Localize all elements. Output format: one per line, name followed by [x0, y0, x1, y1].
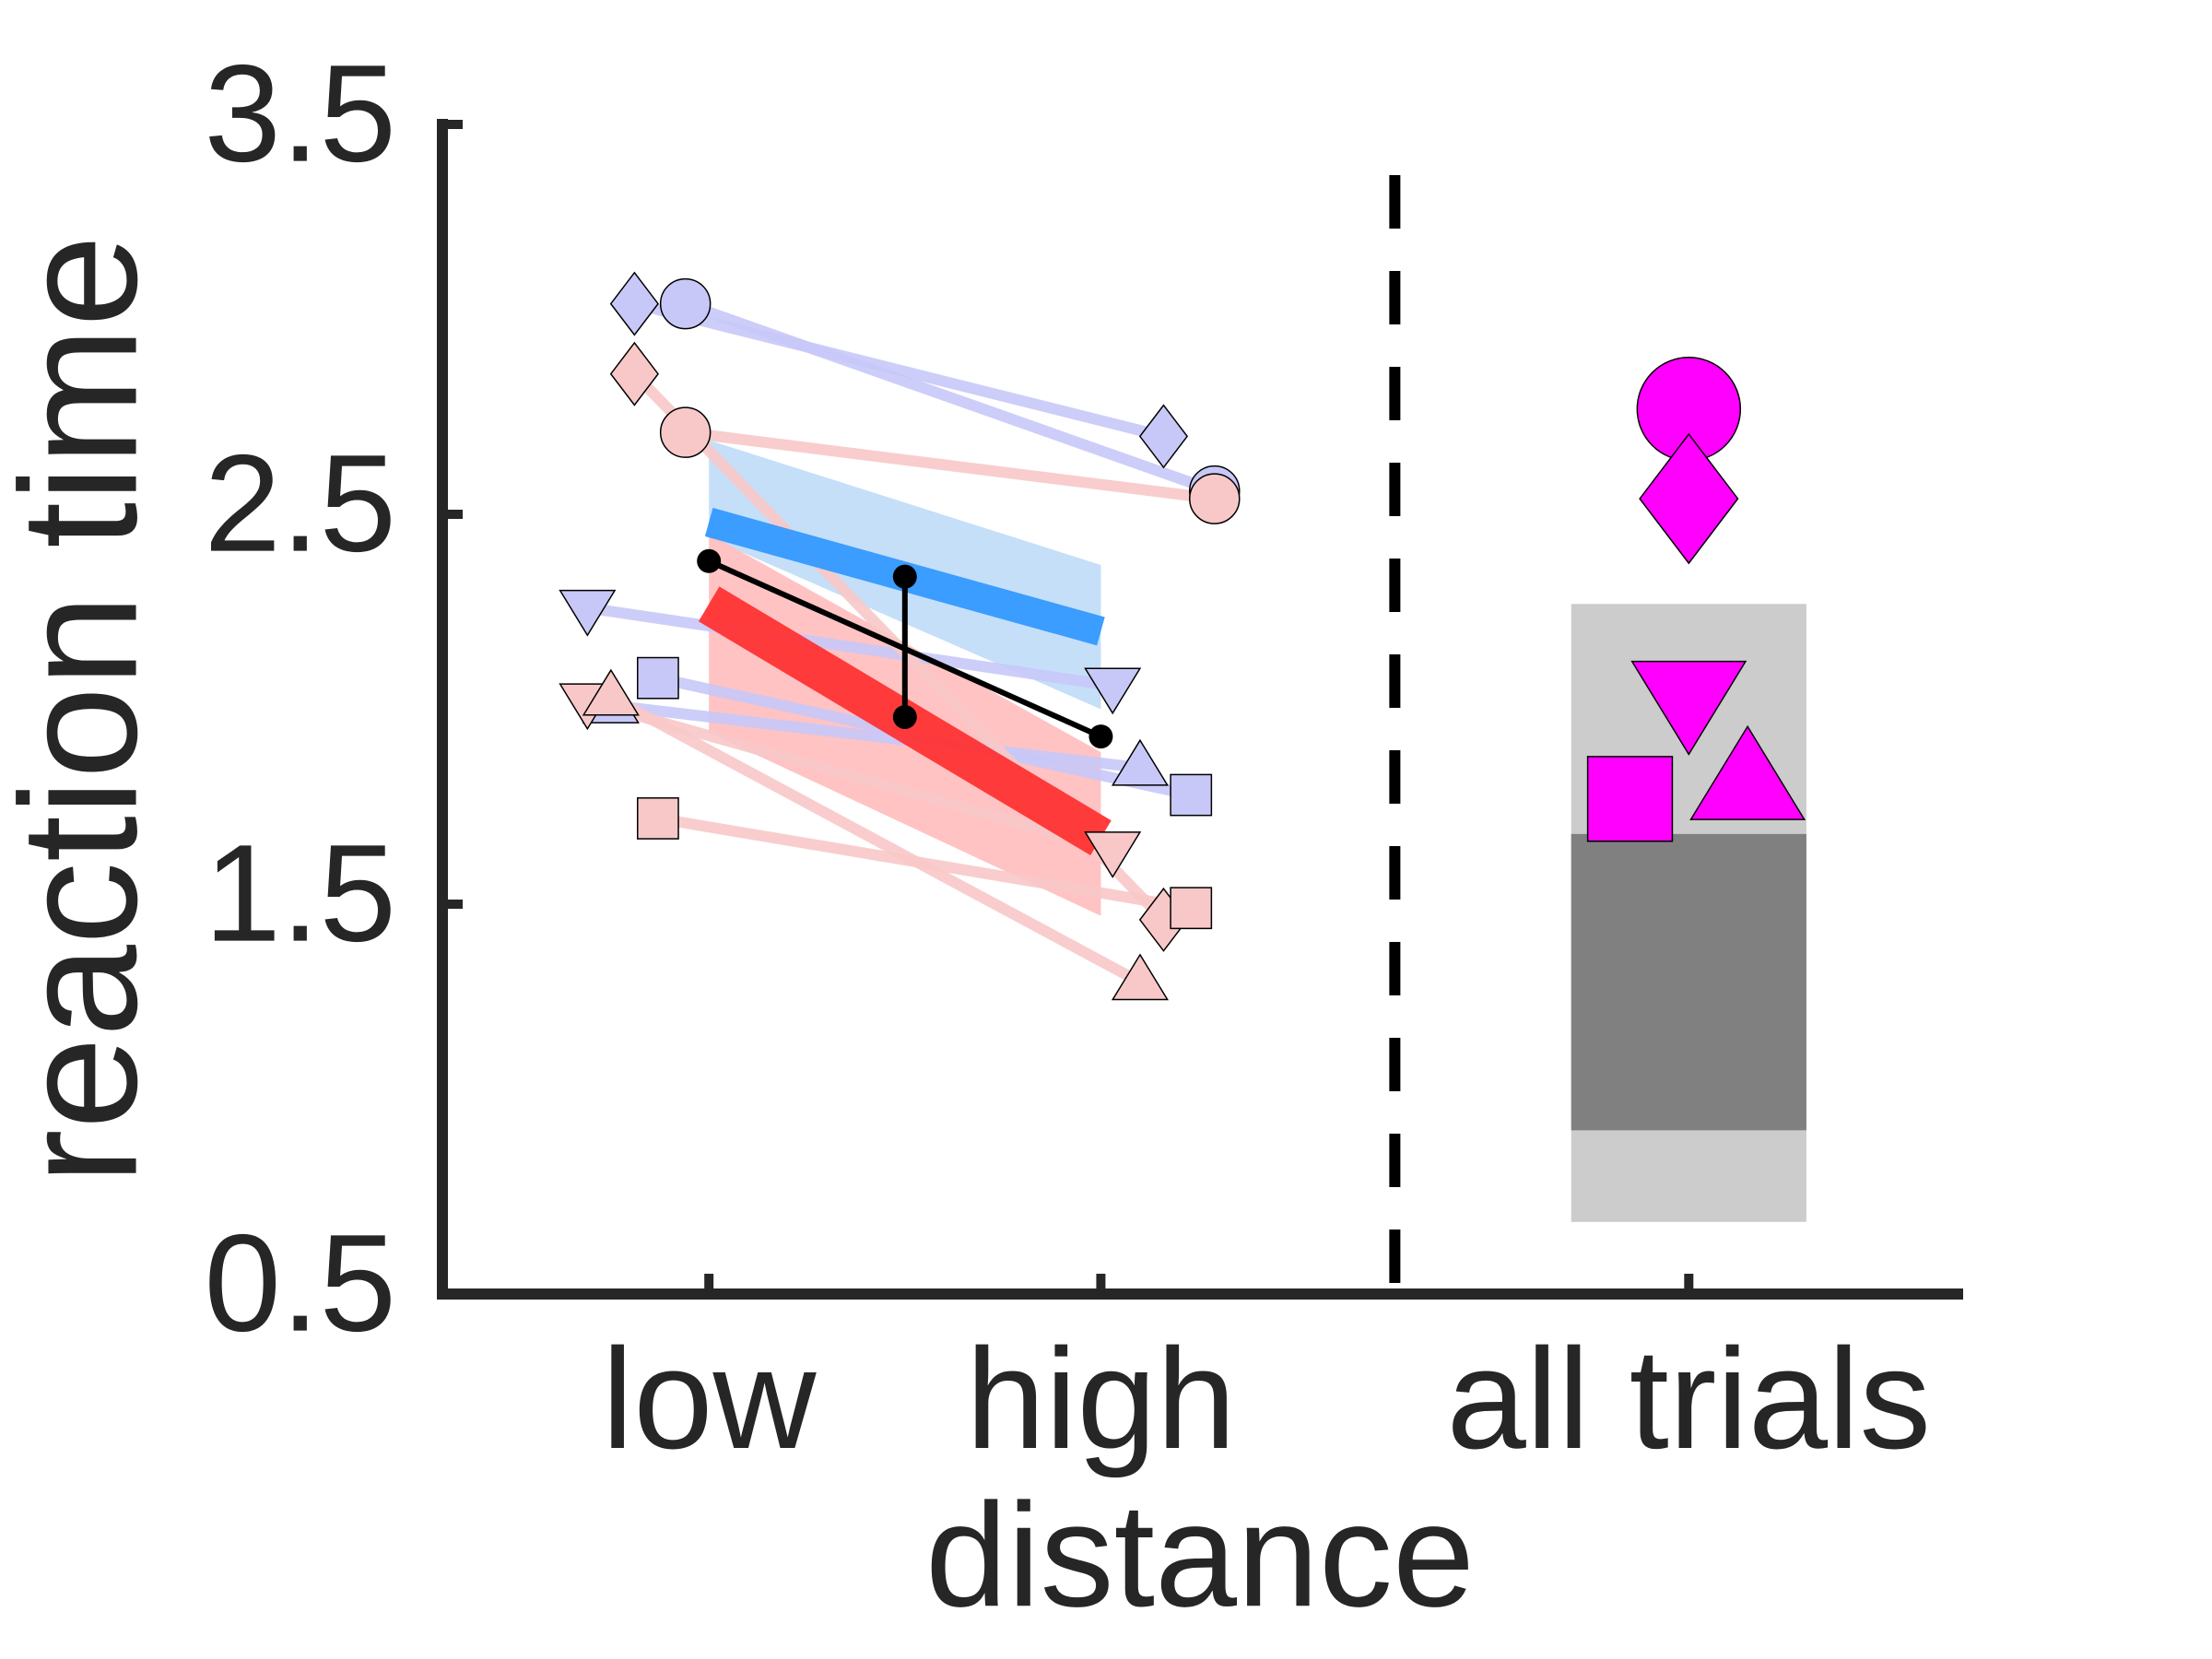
subject-marker — [1138, 404, 1189, 469]
x-tick-label: high — [966, 1319, 1236, 1478]
y-tick-label: 2.5 — [204, 426, 396, 581]
subject-line — [632, 298, 1165, 442]
subject-marker — [609, 341, 659, 406]
subject-marker — [637, 656, 679, 700]
summary-marker — [1689, 724, 1806, 820]
y-tick-label: 3.5 — [204, 36, 396, 191]
error-bar-cap — [892, 564, 917, 589]
y-axis-label: reaction time — [0, 235, 172, 1184]
subject-marker — [659, 406, 712, 458]
x-tick-label: low — [602, 1319, 818, 1478]
error-bar-cap — [892, 704, 917, 729]
range-box-inner — [1571, 833, 1806, 1131]
summary-marker — [1639, 432, 1739, 565]
y-tick-label: 1.5 — [204, 816, 396, 971]
summary-marker — [1586, 756, 1674, 842]
y-tick-label: 0.5 — [204, 1206, 396, 1360]
subject-marker — [1189, 473, 1241, 524]
mean-point — [697, 548, 722, 573]
subject-marker — [609, 271, 659, 336]
subject-marker — [1170, 773, 1213, 817]
x-axis-label: distance — [925, 1472, 1475, 1637]
subject-marker — [659, 277, 712, 330]
subject-line — [684, 427, 1216, 505]
subject-marker — [1111, 953, 1169, 1001]
summary-marker — [1630, 660, 1747, 756]
subject-line — [610, 700, 1141, 773]
mean-point — [1088, 724, 1113, 749]
subject-line — [586, 602, 1114, 692]
subject-marker — [559, 589, 617, 637]
subject-line — [683, 298, 1217, 497]
subject-marker — [582, 668, 640, 716]
x-tick-label: all trials — [1447, 1319, 1931, 1478]
subject-marker — [1084, 831, 1142, 878]
subject-marker — [637, 797, 679, 840]
subject-marker — [1084, 667, 1142, 715]
subject-marker — [1111, 738, 1169, 786]
subject-marker — [1170, 887, 1213, 930]
subject-line — [608, 692, 1143, 987]
